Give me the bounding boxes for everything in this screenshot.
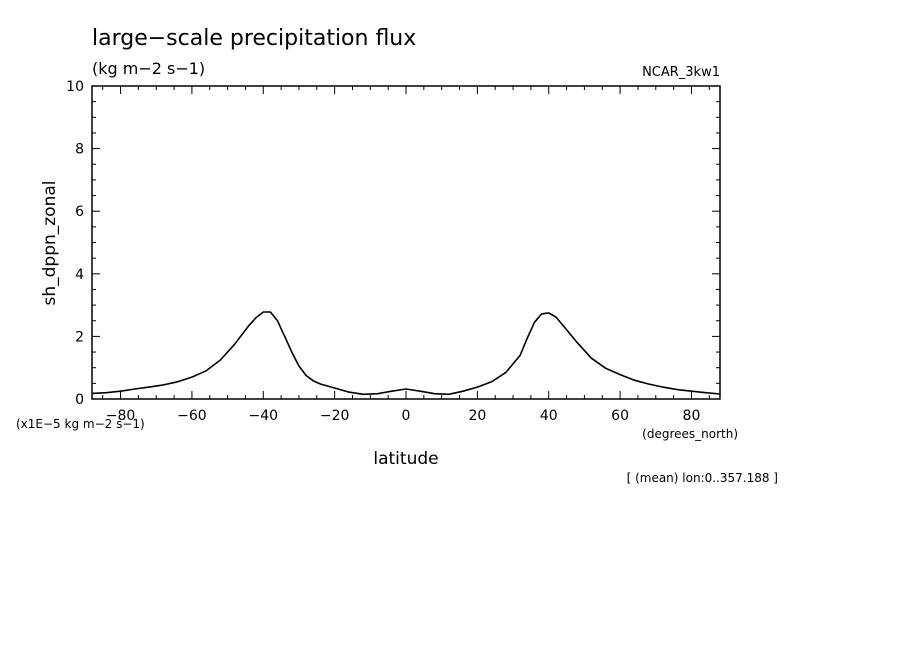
y-axis-label: sh_dppn_zonal — [40, 180, 60, 305]
source-label: NCAR_3kw1 — [642, 65, 720, 80]
y-tick-label: 2 — [75, 329, 84, 345]
y-tick-labels: 0 2 4 6 8 10 — [66, 79, 84, 408]
x-tick-label: −80 — [106, 408, 136, 424]
y-tick-label: 4 — [75, 267, 84, 283]
x-tick-label: −20 — [320, 408, 350, 424]
x-tick-label: 20 — [468, 408, 486, 424]
axis-ticks — [92, 85, 720, 400]
y-tick-label: 8 — [75, 142, 84, 158]
x-tick-labels: −80 −60 −40 −20 0 20 40 60 80 — [106, 408, 701, 424]
chart-title: large−scale precipitation flux — [92, 26, 416, 51]
y-tick-label: 10 — [66, 79, 84, 95]
x-tick-label: 60 — [611, 408, 629, 424]
x-tick-label: 0 — [402, 408, 411, 424]
x-tick-label: −60 — [177, 408, 207, 424]
x-axis-label: latitude — [373, 449, 438, 469]
footnote: [ (mean) lon:0..357.188 ] — [627, 471, 778, 485]
y-units-label: (x1E−5 kg m−2 s−1) — [16, 417, 145, 431]
x-tick-label: 80 — [683, 408, 701, 424]
chart-subtitle: (kg m−2 s−1) — [92, 59, 205, 78]
x-units-label: (degrees_north) — [642, 427, 738, 441]
x-tick-label: −40 — [248, 408, 278, 424]
plot-frame — [91, 85, 721, 400]
y-tick-label: 0 — [75, 392, 84, 408]
x-tick-label: 40 — [540, 408, 558, 424]
y-tick-label: 6 — [75, 204, 84, 220]
series-line — [91, 311, 721, 396]
